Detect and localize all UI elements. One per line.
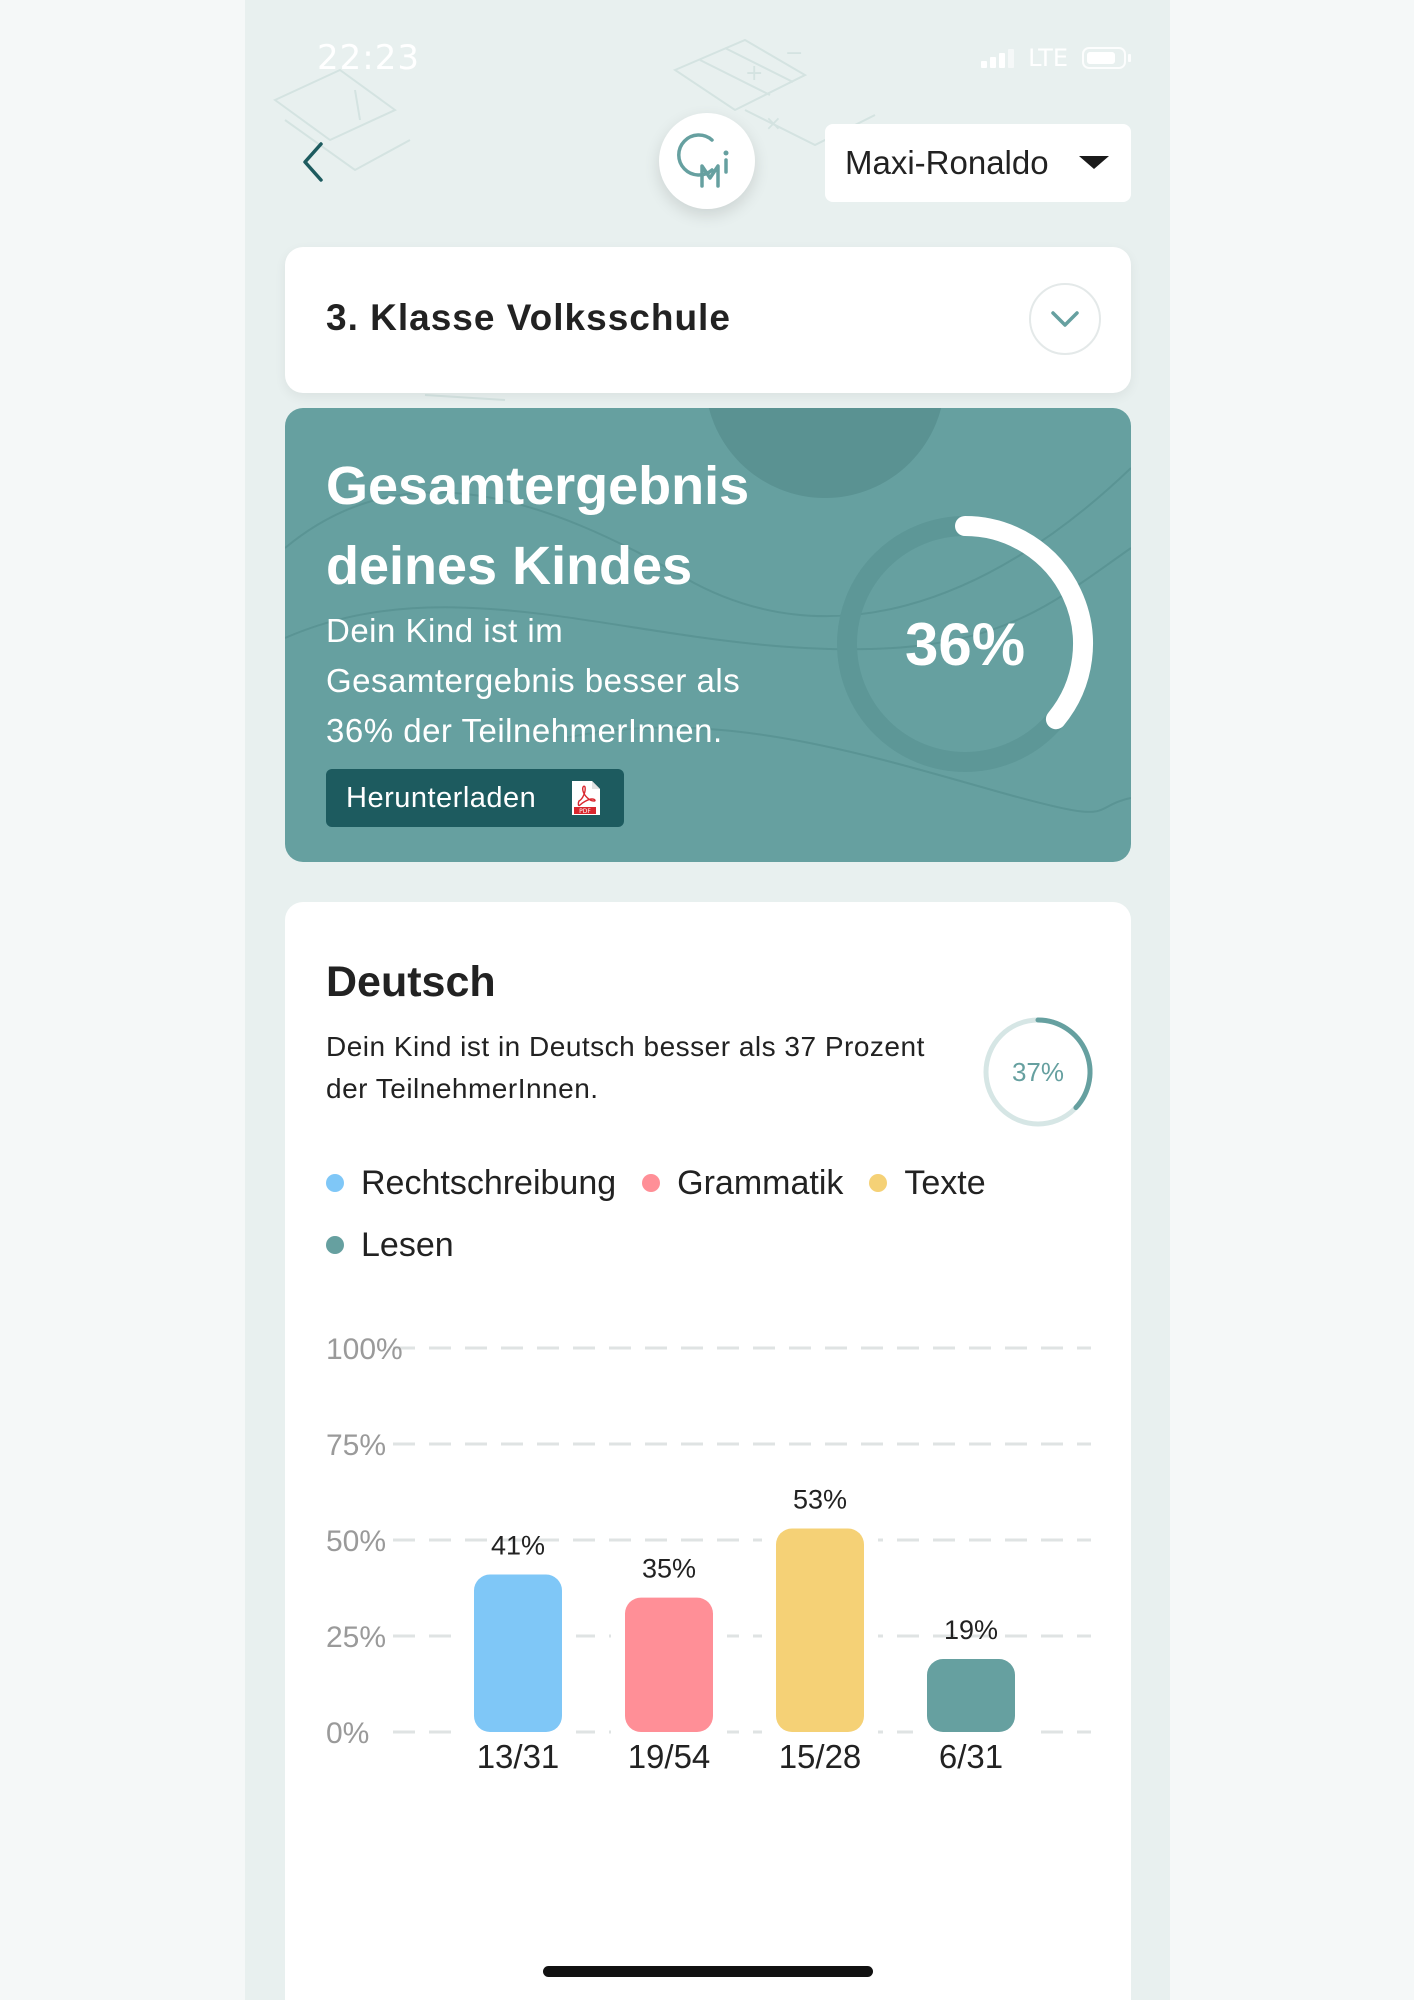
y-tick-label: 25% [326, 1621, 386, 1654]
subject-gauge: 37% [980, 1014, 1096, 1130]
legend-dot [326, 1174, 344, 1192]
subject-description: Dein Kind ist in Deutsch besser als 37 P… [326, 1031, 925, 1104]
caret-down-icon [1079, 156, 1109, 169]
y-tick-label: 75% [326, 1429, 386, 1462]
pdf-badge: PDF [579, 808, 591, 815]
overall-title: Gesamtergebnis deines Kindes [326, 456, 750, 596]
x-tick-label: 19/54 [628, 1738, 711, 1775]
x-tick-label: 13/31 [477, 1738, 560, 1775]
legend-dot [326, 1236, 344, 1254]
chart-legend: Rechtschreibung Grammatik Texte Lesen [326, 1164, 1086, 1264]
logo-icon [677, 133, 729, 188]
home-indicator [543, 1966, 873, 1977]
legend-item-rechtschreibung: Rechtschreibung [326, 1164, 616, 1202]
y-tick-label: 0% [326, 1717, 369, 1750]
child-name: Maxi-Ronaldo [845, 144, 1049, 181]
bar-chart: 100% 75% 50% 25% 0% 41% 13/31 35% 19/54 53% 15/28 1… [326, 1333, 1091, 1775]
bar-value-label: 19% [944, 1615, 998, 1645]
bar-grammatik [625, 1597, 713, 1732]
x-tick-label: 15/28 [779, 1738, 862, 1775]
svg-text:×: × [765, 111, 782, 135]
signal-icon [981, 48, 1015, 68]
subject-gauge-ring [983, 1017, 1093, 1127]
chevron-down-icon [1051, 311, 1079, 327]
legend-dot [869, 1174, 888, 1192]
overall-percent: 36% [904, 610, 1026, 678]
card-background-decoration [285, 408, 1131, 813]
bar-value-label: 35% [642, 1554, 696, 1584]
legend-item-lesen: Lesen [326, 1226, 454, 1264]
subject-percent: 37% [1011, 1056, 1065, 1087]
subject-gauge-arc [1035, 1017, 1093, 1111]
network-label: LTE [1028, 44, 1068, 72]
subject-card-deutsch: Deutsch Dein Kind ist in Deutsch besser … [285, 902, 1131, 2000]
y-tick-label: 100% [326, 1333, 403, 1366]
y-tick-label: 50% [326, 1525, 386, 1558]
overall-gauge: 36% [825, 504, 1105, 784]
pdf-icon: PDF [572, 781, 600, 815]
chevron-left-icon [303, 142, 323, 182]
subject-title: Deutsch [326, 958, 496, 1006]
legend-item-texte: Texte [869, 1163, 986, 1202]
download-button[interactable]: Herunterladen PDF [326, 769, 624, 827]
expand-button[interactable] [1029, 283, 1101, 355]
bar-texte [776, 1528, 864, 1732]
overall-result-card: Gesamtergebnis deines Kindes Dein Kind i… [285, 408, 1131, 862]
legend-label: Rechtschreibung [361, 1163, 617, 1202]
overall-gauge-arc [955, 516, 1093, 730]
phone-screen: + − × 22:23 LTE Maxi-Ronaldo 3. Klasse V… [245, 0, 1170, 2000]
status-time: 22:23 [317, 38, 420, 78]
back-button[interactable] [293, 136, 333, 188]
svg-text:+: + [745, 61, 763, 86]
legend-item-grammatik: Grammatik [642, 1164, 843, 1202]
legend-label: Grammatik [677, 1163, 844, 1202]
bar-value-label: 41% [491, 1531, 545, 1561]
status-indicators: LTE [981, 44, 1131, 72]
class-title: 3. Klasse Volksschule [326, 297, 731, 338]
overall-description: Dein Kind ist im Gesamtergebnis besser a… [326, 612, 741, 749]
legend-dot [642, 1174, 661, 1192]
x-tick-label: 6/31 [939, 1738, 1003, 1775]
svg-text:−: − [785, 41, 803, 66]
class-selector-card[interactable]: 3. Klasse Volksschule [285, 247, 1131, 393]
child-selector[interactable]: Maxi-Ronaldo [825, 124, 1131, 202]
battery-icon [1082, 47, 1131, 69]
legend-label: Texte [904, 1163, 986, 1202]
bar-lesen [927, 1659, 1015, 1732]
app-logo [659, 113, 755, 209]
legend-label: Lesen [361, 1225, 454, 1264]
bar-rechtschreibung [474, 1574, 562, 1732]
overall-gauge-ring [837, 516, 1093, 772]
bar-value-label: 53% [793, 1484, 847, 1514]
download-label: Herunterladen [346, 781, 537, 814]
